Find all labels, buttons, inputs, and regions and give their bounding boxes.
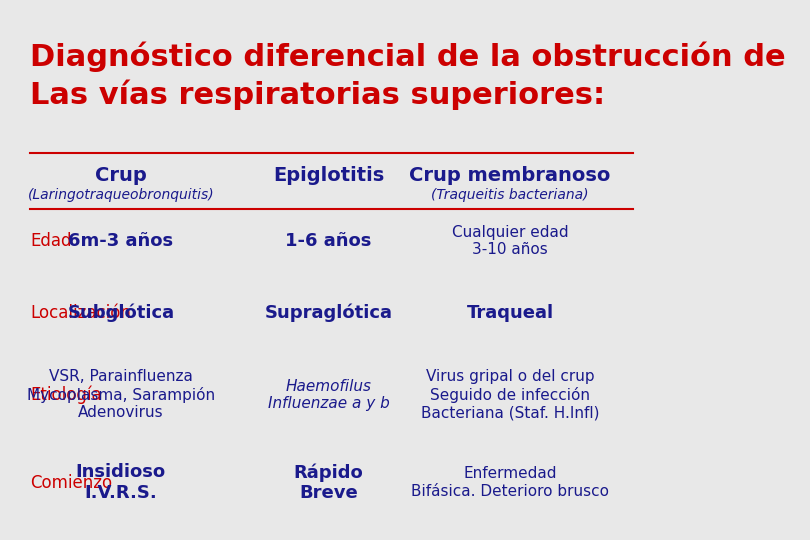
Text: Enfermedad
Bifásica. Deterioro brusco: Enfermedad Bifásica. Deterioro brusco [411,467,609,499]
Text: Crup: Crup [95,166,147,185]
Text: Virus gripal o del crup
Seguido de infección
Bacteriana (Staf. H.Infl): Virus gripal o del crup Seguido de infec… [421,369,599,421]
Text: Haemofilus
Influenzae a y b: Haemofilus Influenzae a y b [267,379,390,411]
Text: Crup membranoso: Crup membranoso [409,166,611,185]
Text: Epiglotitis: Epiglotitis [273,166,384,185]
Text: VSR, Parainfluenza
Mycoplasma, Sarampión
Adenovirus: VSR, Parainfluenza Mycoplasma, Sarampión… [27,369,215,421]
Text: Edad: Edad [30,232,71,250]
Text: 6m-3 años: 6m-3 años [68,232,173,250]
Text: Rápido
Breve: Rápido Breve [294,463,364,502]
Text: (Laringotraqueobronquitis): (Laringotraqueobronquitis) [28,187,214,201]
Text: Localización: Localización [30,303,131,321]
Text: Diagnóstico diferencial de la obstrucción de
Las vías respiratorias superiores:: Diagnóstico diferencial de la obstrucció… [30,42,786,110]
Text: Cualquier edad
3-10 años: Cualquier edad 3-10 años [452,225,569,257]
Text: Insidioso
I.V.R.S.: Insidioso I.V.R.S. [76,463,166,502]
Text: Subglótica: Subglótica [67,303,174,322]
Text: Traqueal: Traqueal [467,303,554,321]
Text: (Traqueitis bacteriana): (Traqueitis bacteriana) [432,187,589,201]
Text: Etiología: Etiología [30,386,102,404]
Text: Comienzo: Comienzo [30,474,113,491]
Text: 1-6 años: 1-6 años [285,232,372,250]
Text: Supraglótica: Supraglótica [265,303,393,322]
